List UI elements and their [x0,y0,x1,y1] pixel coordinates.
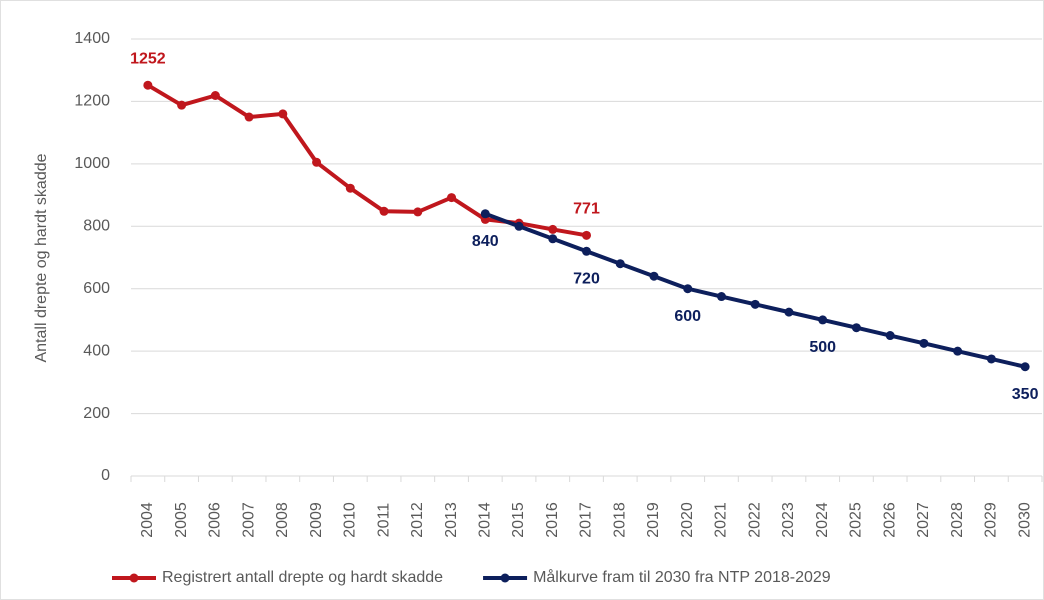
x-tick-label: 2027 [915,502,932,538]
data-label: 720 [573,270,600,287]
data-point [615,259,625,269]
x-tick-label: 2011 [375,503,392,538]
data-point [548,224,558,234]
data-point [143,80,153,90]
x-tick-label: 2004 [139,502,156,538]
x-tick-label: 2026 [881,502,898,538]
data-point [1020,362,1030,372]
x-tick-label: 2012 [409,502,426,538]
data-label: 771 [573,201,600,218]
y-tick-label: 200 [83,405,110,422]
data-point [750,299,760,309]
data-point [986,354,996,364]
data-point [683,284,693,294]
x-tick-label: 2017 [578,502,595,538]
data-label: 350 [1012,386,1039,403]
legend-marker [129,573,139,583]
data-point [548,234,558,244]
x-tick-label: 2006 [207,502,224,538]
x-tick-label: 2013 [443,502,460,538]
y-tick-label: 1200 [74,93,110,110]
legend-marker [500,573,510,583]
y-tick-label: 1400 [74,30,110,47]
data-point [851,323,861,333]
data-label: 840 [472,233,499,250]
data-label: 1252 [130,50,166,67]
x-tick-label: 2023 [780,502,797,538]
data-point [379,206,389,216]
x-tick-label: 2016 [544,502,561,538]
y-tick-label: 1000 [74,155,110,172]
y-tick-label: 800 [83,218,110,235]
x-tick-label: 2015 [510,502,527,538]
y-tick-label: 400 [83,342,110,359]
legend-label: Registrert antall drepte og hardt skadde [162,569,443,586]
x-tick-label: 2005 [173,502,190,538]
data-label: 500 [809,339,836,356]
x-tick-label: 2028 [949,502,966,538]
x-tick-label: 2029 [983,502,1000,538]
x-tick-label: 2018 [611,502,628,538]
data-point [716,292,726,302]
data-point [582,230,591,240]
x-tick-label: 2008 [274,502,291,538]
data-point [885,331,895,341]
x-tick-label: 2022 [746,502,763,538]
x-tick-label: 2009 [308,502,325,538]
x-tick-label: 2020 [679,502,696,538]
x-tick-label: 2010 [342,502,359,538]
x-tick-label: 2014 [476,502,493,538]
x-tick-label: 2024 [814,502,831,538]
data-point [784,307,794,317]
x-tick-label: 2025 [848,502,865,538]
x-tick-label: 2021 [713,502,730,538]
y-axis-label: Antall drepte og hardt skadde [33,153,50,362]
data-point [649,271,659,281]
data-point [818,315,828,325]
data-point [312,157,322,167]
data-point [210,90,220,100]
y-tick-label: 600 [83,280,110,297]
legend-label: Målkurve fram til 2030 fra NTP 2018-2029 [533,568,831,586]
y-tick-label: 0 [101,467,110,484]
data-point [278,109,288,119]
data-point [582,246,591,256]
data-point [514,221,524,231]
x-tick-label: 2007 [240,502,257,538]
x-tick-label: 2019 [645,502,662,538]
data-point [413,207,423,217]
data-point [177,100,187,110]
data-point [919,338,929,348]
data-point [447,193,457,203]
data-point [345,183,355,193]
data-point [953,346,963,356]
data-label: 600 [674,308,701,325]
data-point [480,209,490,219]
data-point [244,112,254,122]
x-tick-label: 2030 [1016,502,1033,538]
